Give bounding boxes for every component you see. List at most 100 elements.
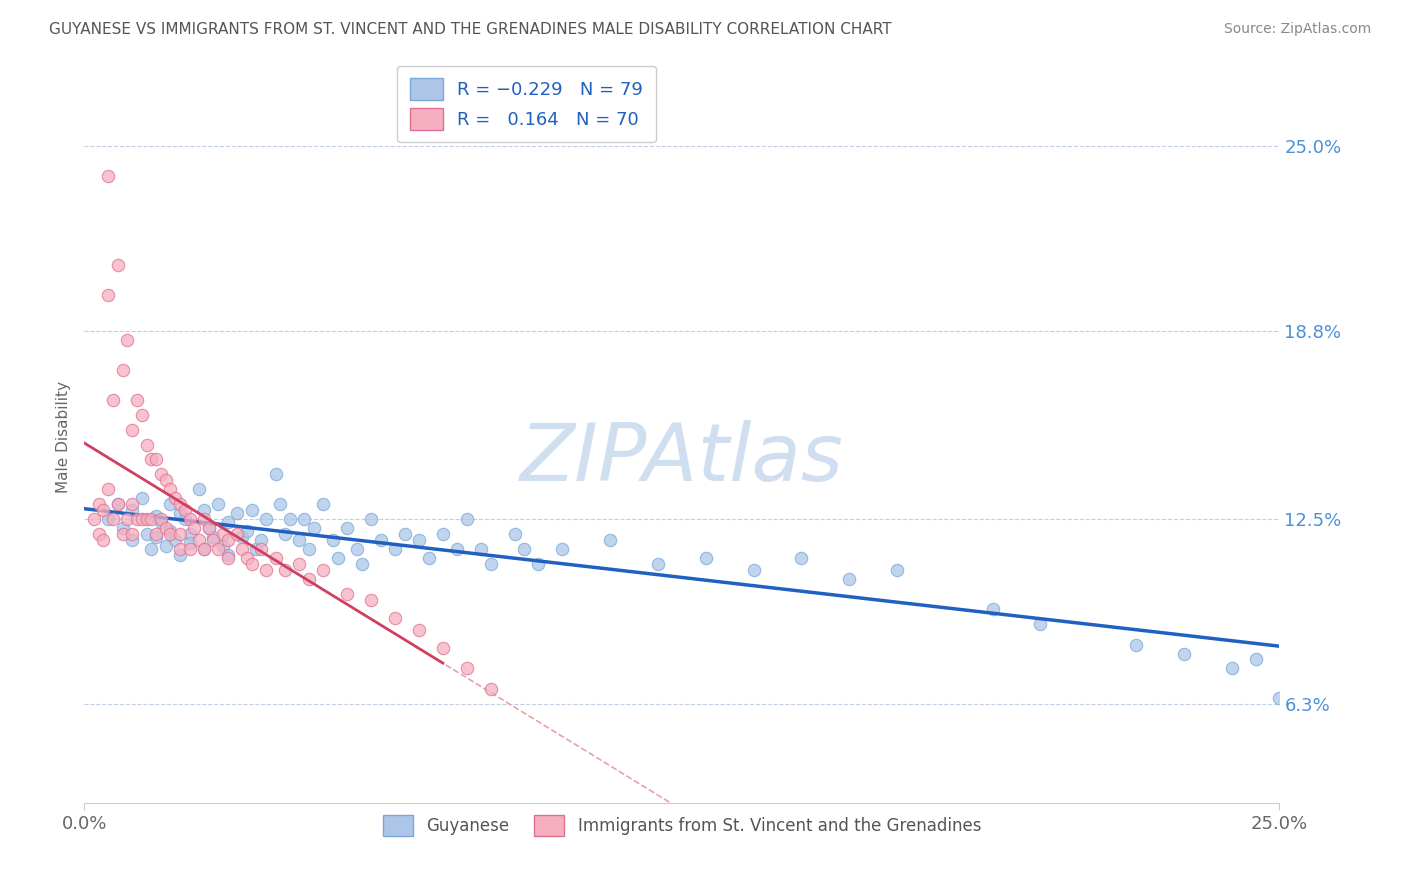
Point [87, 497, 110, 511]
Point [207, 542, 229, 557]
Point [202, 530, 225, 544]
Point [183, 521, 205, 535]
Point [169, 527, 191, 541]
Point [212, 527, 235, 541]
Point [240, 503, 263, 517]
Point [292, 512, 315, 526]
Point [551, 542, 574, 557]
Point [97, 169, 120, 183]
Point [212, 539, 235, 553]
Point [97, 512, 120, 526]
Point [179, 536, 201, 550]
Point [197, 521, 219, 535]
Point [165, 533, 187, 547]
Point [207, 497, 229, 511]
Point [231, 542, 253, 557]
Point [141, 452, 163, 467]
Point [145, 530, 167, 544]
Point [322, 533, 344, 547]
Point [101, 392, 124, 407]
Point [121, 503, 143, 517]
Point [169, 506, 191, 520]
Point [360, 512, 382, 526]
Point [456, 512, 478, 526]
Point [145, 509, 167, 524]
Point [350, 557, 373, 571]
Point [197, 521, 219, 535]
Legend: Guyanese, Immigrants from St. Vincent and the Grenadines: Guyanese, Immigrants from St. Vincent an… [373, 805, 991, 846]
Text: GUYANESE VS IMMIGRANTS FROM ST. VINCENT AND THE GRENADINES MALE DISABILITY CORRE: GUYANESE VS IMMIGRANTS FROM ST. VINCENT … [49, 22, 891, 37]
Point [111, 363, 134, 377]
Point [254, 563, 277, 577]
Point [165, 491, 187, 506]
Point [145, 527, 167, 541]
Point [155, 521, 177, 535]
Point [159, 497, 181, 511]
Point [107, 497, 129, 511]
Point [131, 491, 153, 506]
Point [125, 512, 148, 526]
Point [288, 557, 311, 571]
Point [188, 483, 211, 497]
Point [298, 542, 321, 557]
Point [193, 503, 215, 517]
Point [87, 527, 110, 541]
Point [250, 542, 273, 557]
Point [346, 542, 368, 557]
Point [264, 551, 287, 566]
Point [93, 533, 115, 547]
Point [169, 497, 191, 511]
Point [145, 452, 167, 467]
Point [141, 542, 163, 557]
Point [188, 533, 211, 547]
Y-axis label: Male Disability: Male Disability [56, 381, 72, 493]
Point [236, 551, 259, 566]
Point [173, 512, 195, 526]
Point [236, 524, 259, 538]
Point [131, 512, 153, 526]
Point [513, 542, 536, 557]
Point [135, 512, 157, 526]
Point [231, 530, 253, 544]
Point [312, 497, 335, 511]
Point [240, 557, 263, 571]
Point [117, 512, 139, 526]
Point [149, 467, 172, 482]
Point [742, 563, 765, 577]
Point [245, 542, 267, 557]
Point [83, 512, 105, 526]
Point [503, 527, 526, 541]
Point [101, 512, 124, 526]
Point [179, 512, 201, 526]
Point [1220, 661, 1243, 675]
Point [264, 467, 287, 482]
Point [408, 533, 430, 547]
Point [326, 551, 349, 566]
Point [117, 333, 139, 347]
Point [135, 527, 157, 541]
Point [254, 512, 277, 526]
Point [599, 533, 621, 547]
Point [1029, 616, 1052, 631]
Point [169, 548, 191, 562]
Point [278, 512, 301, 526]
Point [159, 524, 181, 538]
Point [527, 557, 550, 571]
Point [121, 497, 143, 511]
Point [121, 527, 143, 541]
Point [1268, 691, 1291, 706]
Point [981, 601, 1004, 615]
Point [149, 512, 172, 526]
Point [479, 682, 502, 697]
Point [418, 551, 440, 566]
Point [250, 533, 273, 547]
Point [336, 521, 359, 535]
Point [155, 539, 177, 553]
Point [217, 515, 239, 529]
Text: Source: ZipAtlas.com: Source: ZipAtlas.com [1223, 22, 1371, 37]
Point [432, 527, 454, 541]
Point [159, 483, 181, 497]
Point [384, 542, 406, 557]
Point [135, 437, 157, 451]
Point [1244, 652, 1267, 666]
